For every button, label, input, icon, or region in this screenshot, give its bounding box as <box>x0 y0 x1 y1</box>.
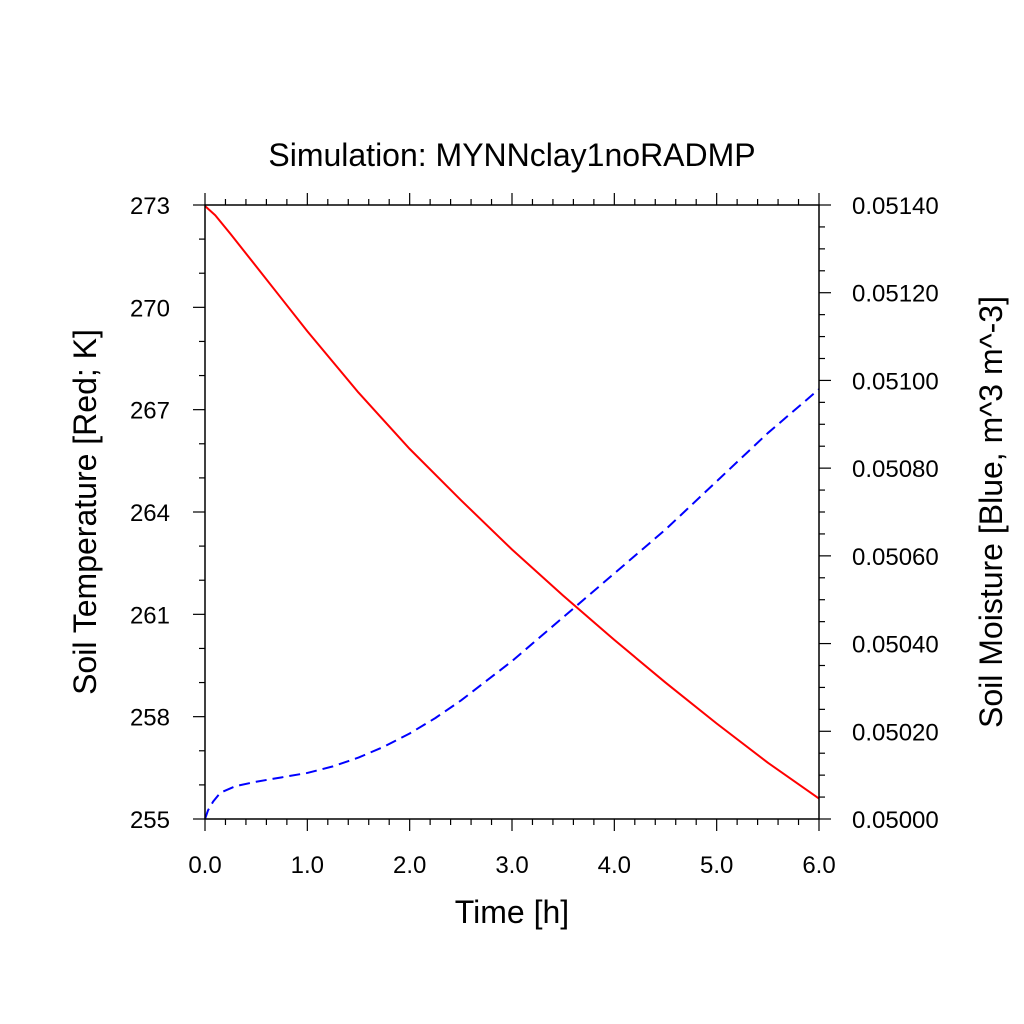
y-left-tick-label: 273 <box>130 193 170 220</box>
y-right-tick-label: 0.05060 <box>852 544 939 571</box>
x-axis-label: Time [h] <box>455 894 569 930</box>
y-right-tick-label: 0.05120 <box>852 281 939 308</box>
y-right-tick-label: 0.05020 <box>852 719 939 746</box>
axis-ticks <box>193 193 831 831</box>
tick-labels: 0.0 1.0 2.0 3.0 4.0 5.0 6.0 255 258 261 264 267 270 2… <box>130 193 939 879</box>
x-tick-label: 4.0 <box>598 852 631 879</box>
x-tick-label: 3.0 <box>495 852 528 879</box>
chart-title: Simulation: MYNNclay1noRADMP <box>268 137 755 173</box>
soil-temperature-line <box>204 205 820 800</box>
y-left-tick-label: 270 <box>130 295 170 322</box>
x-tick-label: 6.0 <box>802 852 835 879</box>
plot-frame <box>204 204 820 820</box>
x-tick-label: 5.0 <box>700 852 733 879</box>
y-left-tick-label: 261 <box>130 602 170 629</box>
x-tick-label: 2.0 <box>393 852 426 879</box>
y-right-tick-label: 0.05040 <box>852 632 939 659</box>
y-left-tick-label: 255 <box>130 807 170 834</box>
y-left-tick-label: 264 <box>130 500 170 527</box>
y-right-tick-label: 0.05080 <box>852 456 939 483</box>
y-left-tick-label: 258 <box>130 705 170 732</box>
x-tick-label: 1.0 <box>291 852 324 879</box>
x-tick-label: 0.0 <box>188 852 221 879</box>
data-series <box>204 205 820 820</box>
y-right-tick-label: 0.05000 <box>852 807 939 834</box>
soil-moisture-line <box>204 388 820 820</box>
y-left-tick-label: 267 <box>130 398 170 425</box>
y-axis-right-label: Soil Moisture [Blue, m^3 m^-3] <box>973 296 1009 728</box>
y-axis-left-label: Soil Temperature [Red; K] <box>67 329 103 695</box>
y-right-tick-label: 0.05100 <box>852 368 939 395</box>
y-right-tick-label: 0.05140 <box>852 193 939 220</box>
